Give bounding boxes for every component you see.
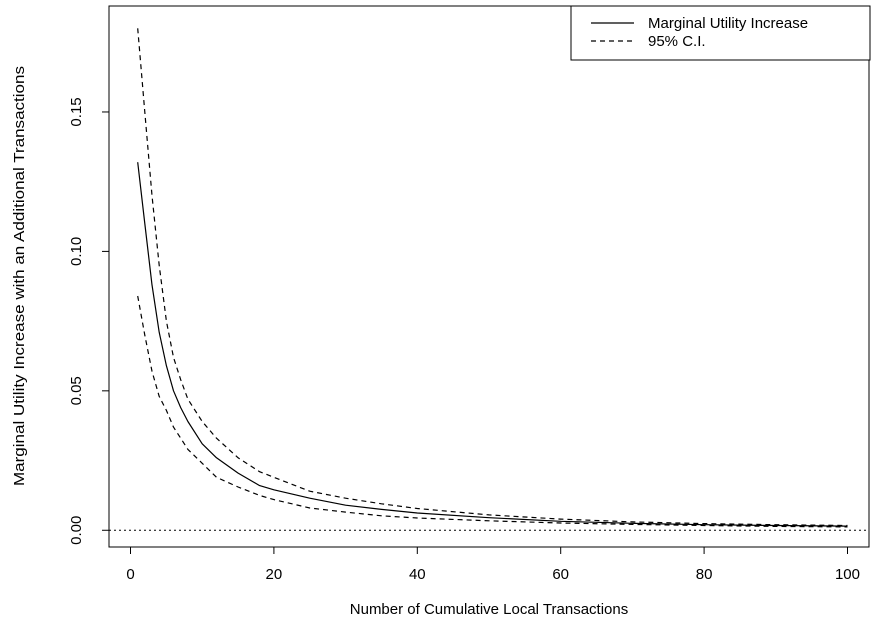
y-tick-label: 0.05 bbox=[68, 376, 85, 405]
y-axis-title: Marginal Utility Increase with an Additi… bbox=[11, 66, 28, 486]
series-line-ci-upper bbox=[137, 28, 848, 527]
x-tick-label: 0 bbox=[126, 566, 134, 583]
legend-label-ci: 95% C.I. bbox=[648, 33, 706, 50]
x-tick-label: 40 bbox=[409, 566, 426, 583]
x-tick-label: 20 bbox=[266, 566, 283, 583]
plot-frame bbox=[108, 5, 870, 548]
x-tick-label: 80 bbox=[696, 566, 713, 583]
legend-label-estimate: Marginal Utility Increase bbox=[648, 15, 808, 32]
x-axis-title: Number of Cumulative Local Transactions bbox=[350, 601, 628, 618]
legend-box bbox=[570, 5, 871, 61]
legend: Marginal Utility Increase 95% C.I. bbox=[570, 5, 871, 61]
series-layer bbox=[137, 28, 848, 528]
x-axis: 0 20 40 60 80 100 bbox=[126, 547, 860, 583]
y-axis: 0.00 0.05 0.10 0.15 bbox=[68, 97, 109, 545]
y-tick-label: 0.10 bbox=[68, 237, 85, 266]
x-tick-label: 100 bbox=[835, 566, 860, 583]
y-tick-label: 0.00 bbox=[68, 516, 85, 545]
series-line-ci-lower bbox=[137, 295, 848, 528]
y-tick-label: 0.15 bbox=[68, 97, 85, 126]
x-tick-label: 60 bbox=[552, 566, 569, 583]
series-line-estimate bbox=[137, 162, 848, 527]
